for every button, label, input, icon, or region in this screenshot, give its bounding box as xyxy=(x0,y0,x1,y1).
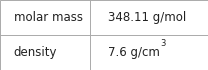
Text: 7.6 g/cm: 7.6 g/cm xyxy=(108,46,160,59)
Text: 3: 3 xyxy=(160,39,165,48)
Text: 348.11 g/mol: 348.11 g/mol xyxy=(108,11,186,24)
Text: density: density xyxy=(14,46,57,59)
Text: molar mass: molar mass xyxy=(14,11,83,24)
